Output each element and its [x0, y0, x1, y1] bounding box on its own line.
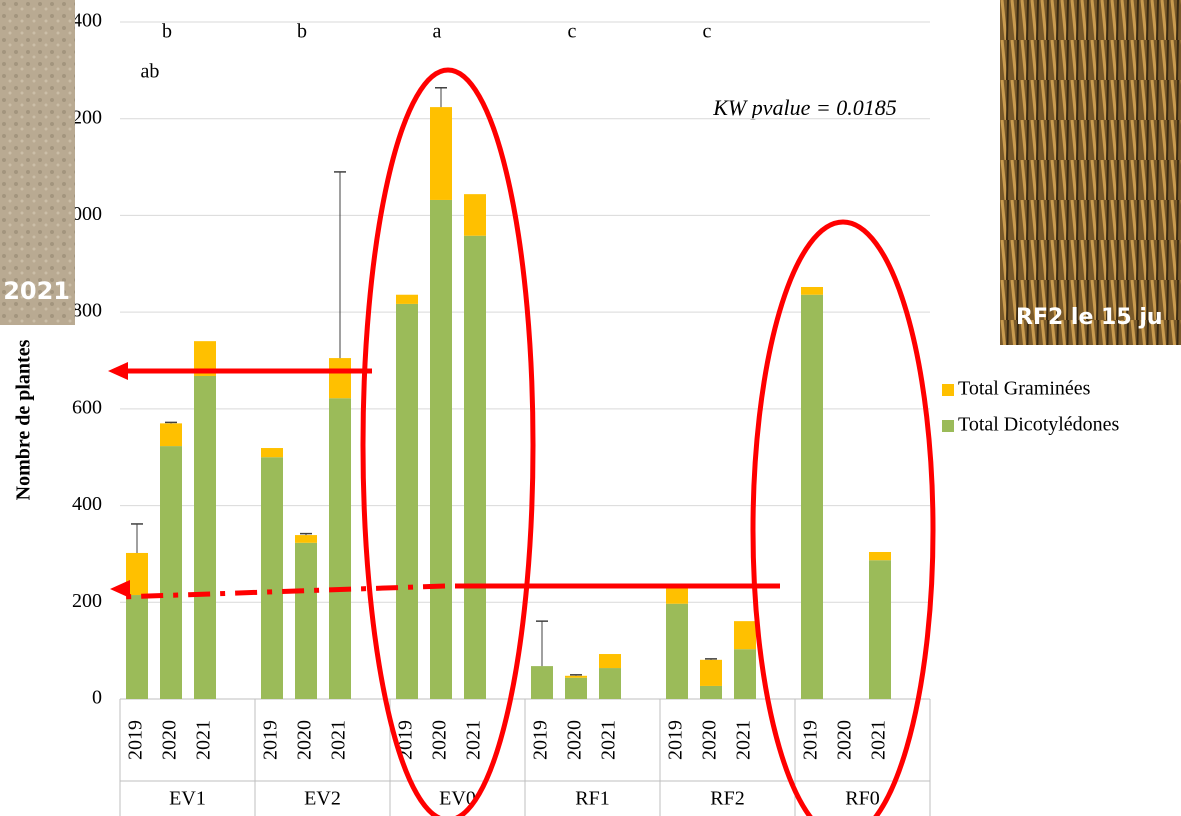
x-tick-label: 2021	[733, 720, 755, 760]
x-tick-label: 2020	[564, 720, 586, 760]
bar-segment	[734, 649, 756, 699]
x-tick-label: 2019	[260, 720, 282, 760]
group-label: RF2	[710, 788, 744, 810]
bar-segment	[295, 535, 317, 543]
x-tick-label: 2019	[530, 720, 552, 760]
x-tick-label: 2021	[463, 720, 485, 760]
x-tick-label: 2020	[159, 720, 181, 760]
legend-swatch	[942, 384, 954, 396]
significance-letter: a	[433, 21, 442, 43]
y-tick-label: 400	[72, 493, 102, 515]
significance-letter: b	[162, 21, 172, 43]
group-label: RF1	[575, 788, 609, 810]
photo-texture	[1000, 0, 1181, 345]
significance-letter: c	[703, 21, 712, 43]
bar-segment	[430, 200, 452, 699]
bar-segment	[464, 236, 486, 699]
significance-letter: c	[568, 21, 577, 43]
x-tick-label: 2019	[800, 720, 822, 760]
bar-segment	[666, 604, 688, 699]
chart: Nombre de plantes KW pvalue = 0.0185 0 20…	[0, 0, 1181, 816]
photo-label: 2021	[3, 277, 70, 305]
y-tick-label: 600	[72, 396, 102, 418]
bar-segment	[396, 295, 418, 304]
bar-segment	[160, 446, 182, 699]
bar-segment	[329, 398, 351, 699]
group-label: RF0	[845, 788, 879, 810]
bar-segment	[531, 666, 553, 699]
group-label: EV1	[169, 788, 206, 810]
x-tick-label: 2020	[294, 720, 316, 760]
bar-segment	[126, 595, 148, 699]
x-tick-label: 2019	[125, 720, 147, 760]
x-tick-label: 2021	[868, 720, 890, 760]
bar-segment	[396, 304, 418, 699]
bar-segment	[700, 686, 722, 699]
bar-segment	[869, 552, 891, 560]
x-tick-label: 2019	[665, 720, 687, 760]
bar-segment	[329, 358, 351, 398]
legend-label: Total Graminées	[958, 378, 1091, 400]
x-tick-label: 2021	[328, 720, 350, 760]
bar-segment	[194, 376, 216, 699]
significance-letter: b	[297, 21, 307, 43]
x-tick-label: 2021	[193, 720, 215, 760]
bar-segment	[261, 457, 283, 699]
group-label: EV2	[304, 788, 341, 810]
y-axis-label: Nombre de plantes	[13, 339, 35, 500]
bar-segment	[599, 668, 621, 699]
x-tick-label: 2020	[834, 720, 856, 760]
bar-segment	[295, 543, 317, 699]
bar-segment	[599, 654, 621, 668]
y-tick-label: 200	[72, 590, 102, 612]
arrowhead	[108, 362, 128, 380]
y-tick-label: 0	[92, 687, 102, 709]
bar-segment	[666, 588, 688, 604]
bar-segment	[261, 448, 283, 457]
legend-swatch	[942, 420, 954, 432]
bar-segment	[464, 194, 486, 236]
bar-segment	[869, 560, 891, 699]
bar-segment	[430, 107, 452, 200]
bar-segment	[700, 660, 722, 686]
x-tick-label: 2020	[429, 720, 451, 760]
photo: 2021 RF2 le 15 ju	[0, 0, 1181, 345]
x-tick-label: 2021	[598, 720, 620, 760]
bar-segment	[160, 423, 182, 446]
bar-segment	[801, 295, 823, 699]
bar-segment	[801, 287, 823, 295]
annotation: KW pvalue = 0.0185	[712, 95, 897, 120]
legend-label: Total Dicotylédones	[958, 414, 1120, 436]
bar-segment	[565, 676, 587, 678]
x-tick-label: 2020	[699, 720, 721, 760]
arrowhead	[110, 580, 130, 598]
bar-segment	[565, 678, 587, 699]
significance-letter: ab	[141, 61, 160, 83]
y-tick-label: 800	[72, 300, 102, 322]
photo-label: RF2 le 15 ju	[1016, 305, 1163, 330]
bar-segment	[734, 621, 756, 649]
